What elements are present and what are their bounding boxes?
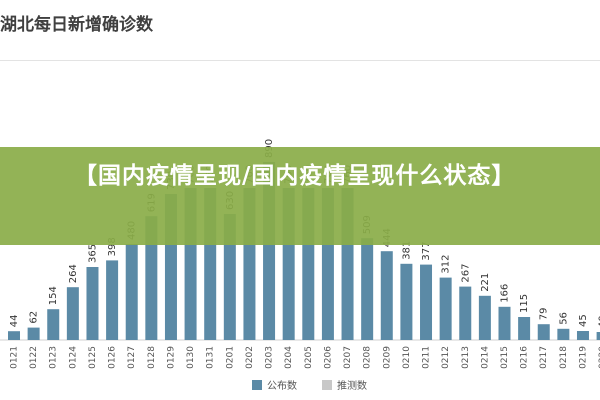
x-tick-0210: 0210 (402, 346, 412, 369)
x-tick-0217: 0217 (539, 346, 549, 369)
data-label-0220: 40 (598, 315, 600, 328)
bar-0211 (420, 264, 433, 340)
data-label-0124: 264 (68, 264, 79, 283)
bar-0125 (86, 267, 99, 340)
title-divider (0, 60, 600, 61)
bar-0218 (557, 328, 570, 340)
headline-banner (0, 147, 600, 245)
x-tick-0212: 0212 (441, 346, 451, 369)
x-tick-0213: 0213 (461, 346, 471, 369)
x-tick-0205: 0205 (304, 346, 314, 369)
data-label-0126: 398 (107, 237, 118, 256)
x-tick-0202: 0202 (245, 346, 255, 369)
bar-0220 (596, 332, 600, 340)
x-tick-0204: 0204 (284, 346, 294, 369)
bar-0128 (145, 216, 158, 340)
x-tick-0125: 0125 (88, 346, 98, 369)
data-label-0123: 154 (48, 286, 59, 305)
x-tick-0127: 0127 (127, 346, 137, 369)
bar-0208 (361, 238, 374, 340)
x-tick-0206: 0206 (323, 346, 333, 369)
data-label-0219: 45 (578, 314, 589, 327)
data-label-0218: 56 (558, 312, 569, 325)
x-tick-0215: 0215 (500, 346, 510, 369)
bar-0216 (518, 317, 531, 340)
data-label-0211: 377 (421, 242, 432, 261)
x-tick-0126: 0126 (108, 346, 118, 369)
data-label-0210: 381 (401, 241, 412, 260)
legend-label-estimated: 推测数 (337, 381, 367, 392)
data-label-0215: 166 (500, 284, 511, 303)
data-label-0121: 44 (9, 314, 20, 327)
bar-0127 (125, 244, 138, 340)
x-tick-0209: 0209 (382, 346, 392, 369)
bar-0215 (498, 306, 511, 340)
legend-item-estimated: 推测数 (322, 377, 367, 392)
bar-0124 (66, 287, 79, 340)
x-tick-0219: 0219 (578, 346, 588, 369)
data-label-0216: 115 (519, 294, 530, 313)
bar-0122 (27, 327, 40, 340)
x-tick-0129: 0129 (166, 346, 176, 369)
bar-0126 (106, 260, 119, 340)
headline-text: 【国内疫情呈现/国内疫情呈现什么状态】 (74, 163, 516, 189)
legend-label-published: 公布数 (267, 381, 297, 392)
x-tick-0211: 0211 (422, 346, 432, 369)
chart-title: 湖北每日新增确诊数 (0, 15, 153, 35)
x-tick-0128: 0128 (147, 346, 157, 369)
legend-swatch-estimated (322, 379, 332, 390)
bar-0217 (537, 324, 550, 340)
bar-0219 (576, 331, 589, 340)
x-tick-0203: 0203 (265, 346, 275, 369)
x-tick-0124: 0124 (68, 346, 78, 369)
x-tick-0123: 0123 (49, 346, 59, 369)
data-label-0213: 267 (460, 264, 471, 283)
bar-0213 (459, 286, 472, 340)
data-label-0217: 79 (539, 307, 550, 320)
x-tick-0131: 0131 (206, 346, 216, 369)
data-label-0122: 62 (29, 311, 40, 324)
x-tick-0216: 0216 (520, 346, 530, 369)
legend-swatch-published (252, 379, 262, 390)
bar-0209 (380, 251, 393, 340)
data-label-0214: 221 (480, 273, 491, 292)
x-tick-0207: 0207 (343, 346, 353, 369)
x-tick-0214: 0214 (480, 346, 490, 369)
legend: 公布数 推测数 (0, 377, 600, 392)
bar-0201 (223, 214, 236, 340)
legend-item-published: 公布数 (252, 377, 297, 392)
x-tick-0122: 0122 (29, 346, 39, 369)
x-tick-0208: 0208 (363, 346, 373, 369)
bar-0121 (8, 331, 20, 340)
x-tick-0220: 0220 (598, 346, 600, 369)
x-tick-0218: 0218 (559, 346, 569, 369)
bar-0214 (478, 295, 491, 340)
data-label-0212: 312 (441, 255, 452, 274)
x-tick-0121: 0121 (10, 346, 20, 369)
bar-0212 (439, 277, 452, 340)
bar-0210 (400, 263, 413, 340)
x-tick-0130: 0130 (186, 346, 196, 369)
bar-0123 (47, 309, 60, 340)
data-label-0125: 365 (87, 244, 98, 263)
x-tick-0201: 0201 (225, 346, 235, 369)
